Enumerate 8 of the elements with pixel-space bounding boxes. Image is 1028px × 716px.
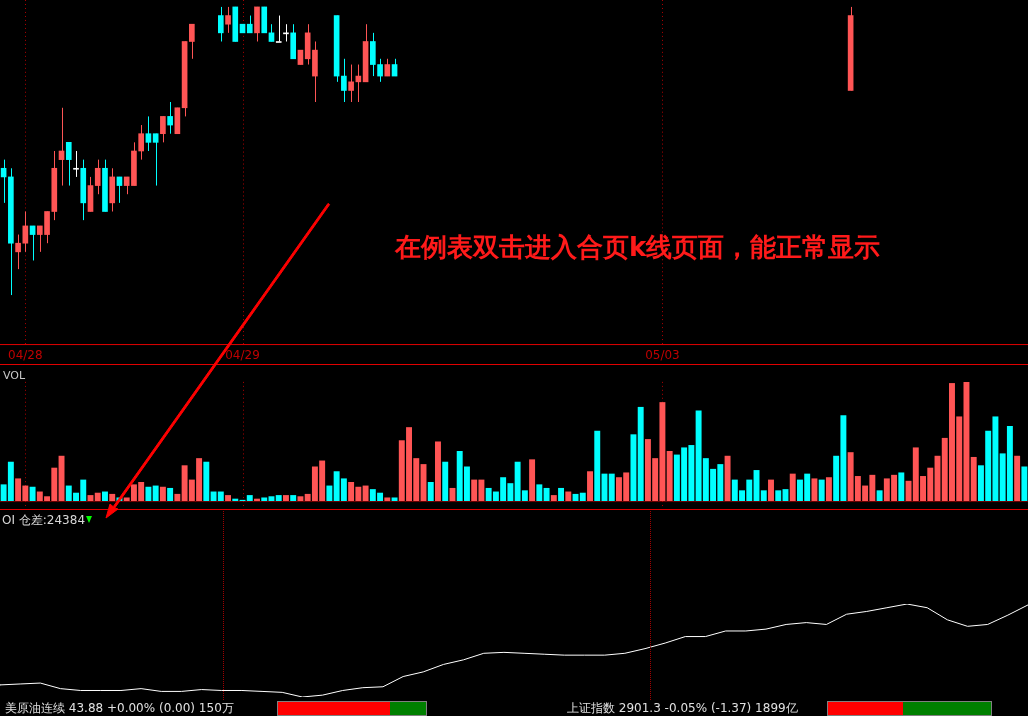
chart-title: OI 仓差:24384 [2,513,86,527]
x-tick-label: 04/28 [8,348,43,363]
chart-title: VOL [3,369,26,382]
x-tick-label: 04/29 [225,348,260,363]
x-tick-label: 05/03 [645,348,680,363]
text: 美原油连续 43.88 +0.00% (0.00) 150万 [5,700,234,716]
annotation: 在例表双击进入合页k线页面，能正常显示 [395,231,881,264]
text: 上证指数 2901.3 -0.05% (-1.37) 1899亿 [567,700,798,716]
